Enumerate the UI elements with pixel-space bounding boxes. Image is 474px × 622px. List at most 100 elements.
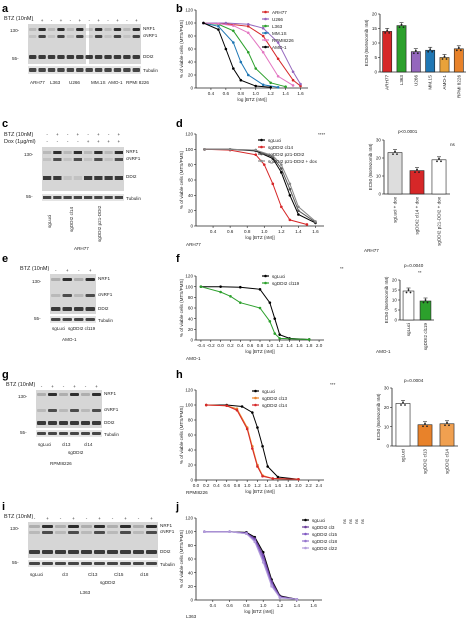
- lane-sign: +: [89, 268, 92, 273]
- blot-g-lane-signs: - + - + - +: [41, 384, 98, 389]
- blot-a-band-cnrf1: cNRF1: [143, 33, 158, 38]
- data-point: [235, 408, 239, 412]
- lane-sign: +: [78, 18, 81, 23]
- band: [146, 525, 157, 528]
- band: [66, 35, 75, 38]
- data-point: [219, 285, 222, 288]
- band: [74, 307, 84, 311]
- blot-a-lane-mm1s: MM.1S: [91, 80, 106, 85]
- legend-label: ARH77: [272, 10, 287, 15]
- data-point: [307, 338, 311, 341]
- band: [120, 562, 131, 565]
- blot-a-band-tubulin: Tubulin: [143, 68, 158, 73]
- blot-a-lane-u266: U266: [69, 80, 80, 85]
- data-point: [261, 444, 264, 448]
- legend-label: sgDDI2 p21-DDI2 + dox: [268, 159, 318, 164]
- category-label: U266: [413, 75, 418, 86]
- band: [66, 55, 75, 59]
- band: [29, 562, 40, 565]
- x-tick-label: 0.6: [226, 603, 233, 608]
- d-stars-curve: ****: [318, 132, 325, 137]
- lane-sign: +: [97, 132, 100, 137]
- blot-i-treatment: BTZ (10nM): [4, 514, 34, 520]
- replicate-point: [431, 50, 434, 53]
- band: [59, 421, 68, 425]
- replicate-point: [422, 301, 425, 304]
- blot-i: BTZ (10nM) - + - + - + - + - + 130- 55- NRF1 cNRF…: [4, 514, 175, 595]
- band: [53, 151, 62, 154]
- band: [68, 525, 79, 528]
- lane-sign: +: [97, 18, 100, 23]
- y-tick-label: 80: [188, 418, 194, 423]
- band: [85, 318, 95, 321]
- band: [120, 550, 131, 554]
- x-tick-label: 2.0: [295, 483, 302, 488]
- band: [92, 421, 101, 425]
- data-point: [297, 205, 300, 209]
- lane-sign: +: [77, 132, 80, 137]
- x-axis-label: log [BTZ (nM)]: [245, 349, 274, 354]
- lane-sign: +: [95, 384, 98, 389]
- y-tick-label: 10: [392, 298, 398, 303]
- series-line: [204, 148, 308, 225]
- category-label: sgDDI2 cl13: [423, 449, 428, 474]
- x-tick-label: 1.6: [312, 229, 319, 234]
- replicate-point: [398, 26, 401, 28]
- blot-g-cell: RPMI8226: [50, 461, 72, 466]
- legend-marker: [254, 396, 257, 400]
- x-tick-label: 0.4: [213, 483, 220, 488]
- replicate-point: [404, 404, 406, 406]
- replicate-point: [429, 48, 432, 51]
- band: [81, 421, 90, 425]
- y-tick-label: 0: [378, 192, 381, 197]
- y-tick-label: 100: [185, 529, 193, 534]
- lane-sign: +: [46, 516, 49, 521]
- series-line: [200, 286, 310, 340]
- y-tick-label: 60: [188, 47, 194, 52]
- band: [59, 432, 68, 435]
- data-point: [232, 41, 235, 44]
- d-bar-cell-label: ARH77: [364, 248, 379, 253]
- band: [73, 176, 82, 180]
- category-label: MM.1S: [428, 75, 433, 90]
- band: [29, 550, 40, 554]
- x-tick-label: 1.8: [306, 343, 313, 348]
- legend-marker: [260, 152, 263, 156]
- lane-sign: -: [78, 268, 80, 273]
- series-line: [200, 286, 310, 340]
- replicate-point: [392, 153, 394, 156]
- blot-i-lane-cl18: cl18: [140, 572, 149, 577]
- y-tick-label: 80: [188, 162, 194, 167]
- band: [133, 531, 144, 534]
- band: [38, 28, 46, 31]
- data-point: [202, 21, 205, 25]
- y-tick-label: 0: [374, 70, 377, 75]
- x-tick-label: 1.2: [254, 483, 261, 488]
- blot-i-band-cnrf1: cNRF1: [160, 529, 175, 534]
- band: [146, 562, 157, 565]
- legend-marker: [304, 525, 307, 529]
- band: [62, 278, 72, 281]
- data-point: [297, 213, 300, 216]
- j-sig-2: ns: [348, 518, 353, 524]
- legend-label: sgLuci: [272, 274, 285, 279]
- blot-c-row-btz: BTZ (10nM): [4, 132, 34, 138]
- data-point: [269, 86, 272, 89]
- replicate-point: [455, 49, 458, 52]
- data-point: [261, 50, 265, 54]
- band: [85, 35, 93, 38]
- data-point: [219, 290, 222, 294]
- lane-sign: +: [41, 18, 44, 23]
- y-tick-label: 0: [394, 318, 397, 323]
- band: [94, 158, 103, 161]
- data-point: [245, 532, 248, 536]
- replicate-point: [414, 171, 416, 174]
- blot-a-mw-55: 55-: [12, 56, 19, 61]
- lane-sign: -: [60, 516, 62, 521]
- replicate-point: [422, 425, 424, 428]
- data-point: [239, 78, 243, 82]
- blot-i-lane-sgluci: sgLuci: [30, 572, 43, 577]
- band: [62, 294, 72, 297]
- bar: [382, 31, 393, 73]
- band: [94, 531, 105, 534]
